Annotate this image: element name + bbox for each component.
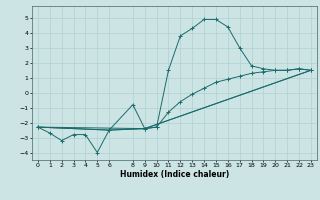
X-axis label: Humidex (Indice chaleur): Humidex (Indice chaleur) — [120, 170, 229, 179]
